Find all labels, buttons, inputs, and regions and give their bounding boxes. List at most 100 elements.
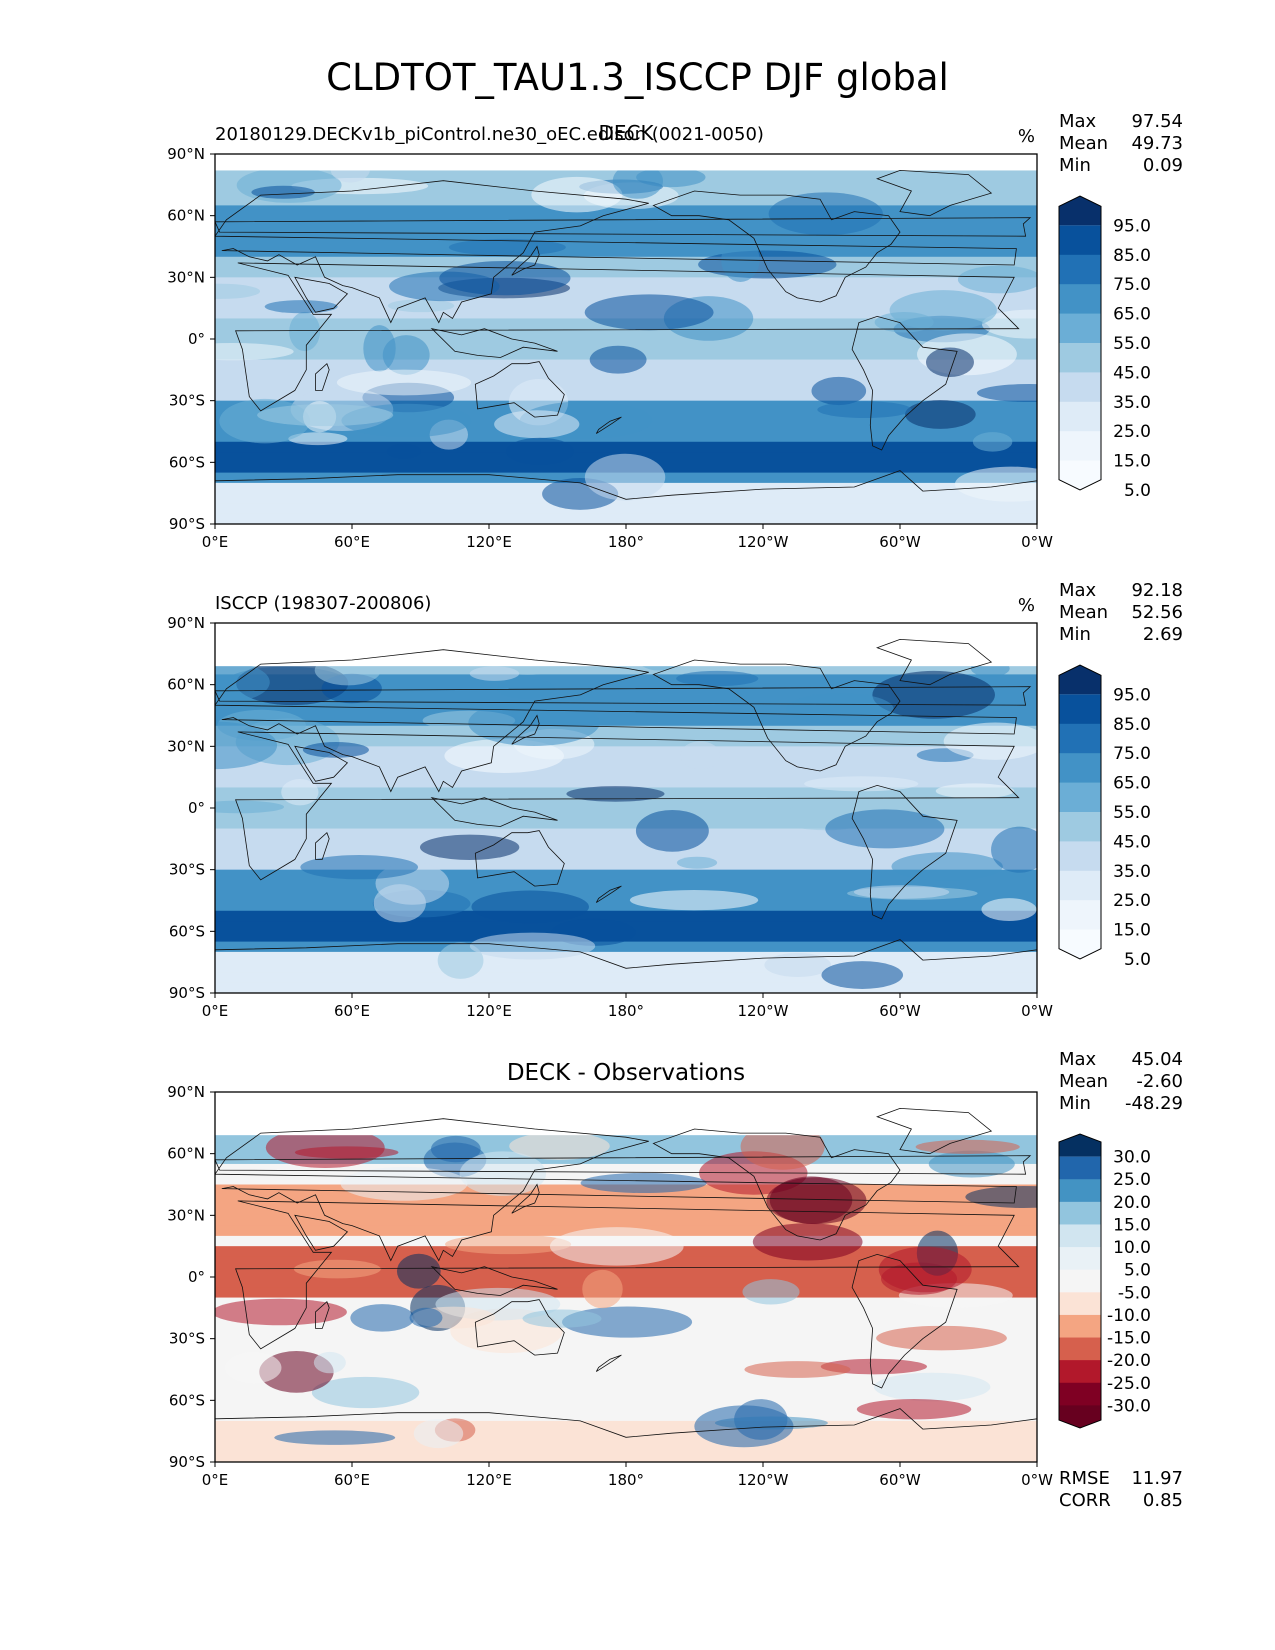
colorbar-tick-label: 25.0: [1113, 891, 1151, 911]
field-blob: [494, 410, 580, 439]
colorbar-swatch: [1059, 1247, 1101, 1271]
field-blob: [215, 1298, 347, 1326]
colorbar-swatch: [1059, 372, 1101, 403]
lon-tick-label: 60°W: [879, 1002, 921, 1020]
coastline-south-america: [851, 1253, 958, 1389]
stat-value: 0.09: [1143, 155, 1183, 176]
lat-band: [215, 328, 1037, 340]
lat-band: [215, 1287, 1037, 1299]
lat-band: [215, 725, 1037, 738]
field-blob: [876, 1325, 1007, 1351]
field-blob: [981, 898, 1037, 921]
colorbar-outline: [1058, 664, 1102, 960]
field-blob: [294, 1146, 399, 1159]
lat-tick-label: 60°N: [167, 676, 205, 694]
field-blob: [288, 432, 348, 446]
lat-band: [215, 664, 1037, 676]
stat-label: Mean: [1059, 1071, 1108, 1092]
colorbar-tick-label: 15.0: [1113, 921, 1151, 941]
lat-band: [215, 797, 1037, 809]
lat-band: [215, 1133, 1037, 1145]
field-blob: [302, 742, 369, 758]
lat-band: [215, 1338, 1037, 1350]
field-blob: [825, 809, 945, 849]
colorbar-tick-label: 30.0: [1113, 1148, 1151, 1168]
field-blob: [957, 265, 1037, 294]
lat-band: [215, 1390, 1037, 1402]
field-blob: [915, 1139, 1020, 1154]
lat-band: [215, 390, 1037, 402]
lon-tick-label: 0°W: [1021, 1002, 1053, 1020]
colorbar-swatch: [1059, 313, 1101, 344]
lat-band: [215, 982, 1037, 993]
stat-label: Min: [1059, 155, 1091, 176]
coastline-japan: [511, 245, 540, 276]
colorbar-swatch: [1059, 723, 1101, 754]
coastline-europe-asia: [215, 180, 1017, 324]
lat-band: [215, 1153, 1037, 1165]
coastline-australia: [474, 1299, 565, 1356]
lat-tick-label: 0°: [188, 1268, 205, 1286]
lat-tick-label: 30°S: [169, 392, 205, 410]
colorbar-swatch: [1059, 225, 1101, 256]
stat-value: 0.85: [1143, 1490, 1183, 1511]
field-blob: [439, 260, 571, 296]
lat-band: [215, 859, 1037, 871]
lat-band: [215, 694, 1037, 707]
colorbar-tick-label: 10.0: [1113, 1238, 1151, 1258]
field-blob: [676, 856, 718, 869]
lat-band: [215, 1205, 1037, 1217]
field-blob: [448, 238, 566, 256]
lat-tick-label: 60°N: [167, 207, 205, 225]
colorbar-swatch: [1059, 460, 1101, 490]
lat-band: [215, 1420, 1037, 1433]
coastline-africa: [235, 731, 1020, 881]
coastline-north-america: [652, 1128, 901, 1241]
lat-band: [215, 215, 1037, 227]
field-blob: [694, 1405, 794, 1448]
lon-tick-label: 0°E: [202, 1002, 229, 1020]
colorbar-swatch: [1059, 1292, 1101, 1316]
lon-tick-label: 60°E: [334, 533, 370, 551]
coastline-uk: [215, 217, 1032, 237]
colorbar-tick-label: 5.0: [1124, 1261, 1151, 1281]
lon-tick-label: 180°: [608, 1471, 644, 1489]
colorbar-swatch: [1059, 1405, 1101, 1428]
colorbar-swatch: [1059, 1224, 1101, 1248]
field-blob: [419, 834, 520, 860]
stat-value: 97.54: [1131, 111, 1183, 132]
colorbar-swatch: [1059, 1269, 1101, 1293]
colorbar-swatch: [1059, 1201, 1101, 1225]
coastline-japan: [511, 714, 540, 745]
lat-band: [215, 236, 1037, 248]
lat-tick-label: 60°S: [169, 1391, 205, 1409]
stat-label: Mean: [1059, 133, 1108, 154]
no-data-region: [215, 154, 1037, 171]
lon-tick-label: 60°W: [879, 533, 921, 551]
lat-tick-label: 30°N: [167, 268, 205, 286]
field-blob: [817, 401, 912, 419]
colorbar-tick-label: -25.0: [1107, 1374, 1151, 1394]
colorbar-tick-label: -15.0: [1107, 1329, 1151, 1349]
stat-label: Min: [1059, 1093, 1091, 1114]
coastline-arabia: [294, 276, 349, 313]
field-blob: [589, 345, 647, 374]
lat-band: [215, 962, 1037, 974]
lat-band: [215, 380, 1037, 392]
lat-band: [215, 1451, 1037, 1462]
colorbar-tick-label: 75.0: [1113, 275, 1151, 295]
lat-band: [215, 890, 1037, 902]
lat-tick-label: 90°S: [169, 1453, 205, 1471]
lat-band: [215, 1379, 1037, 1392]
colorbar-tick-label: -30.0: [1107, 1396, 1151, 1416]
panel-title: DECK - Observations: [507, 1060, 745, 1086]
field-blob: [580, 1172, 707, 1194]
stat-label: Mean: [1059, 602, 1108, 623]
field-blob: [676, 670, 759, 687]
field-blob: [612, 163, 663, 199]
lat-band: [215, 205, 1037, 217]
coastline-africa: [235, 262, 1020, 412]
lat-tick-label: 30°S: [169, 1330, 205, 1348]
coastline-south-america: [851, 315, 958, 451]
lat-band: [215, 1297, 1037, 1309]
